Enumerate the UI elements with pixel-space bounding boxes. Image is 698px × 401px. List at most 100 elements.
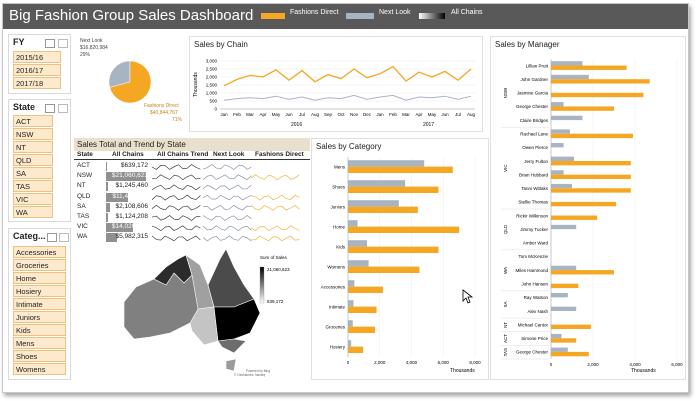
category-bar[interactable] xyxy=(348,186,439,193)
pie-slice-next-look[interactable] xyxy=(108,60,131,88)
state-item-nsw[interactable]: NSW xyxy=(13,128,53,140)
category-item-womens[interactable]: Womens xyxy=(13,363,66,375)
manager-group-label: NT xyxy=(503,322,508,328)
category-bar[interactable] xyxy=(348,280,355,287)
category-bar[interactable] xyxy=(348,260,369,267)
category-bar[interactable] xyxy=(348,306,377,313)
chain-ylabel: Thousands xyxy=(193,72,199,97)
manager-category-label: Ray Watson xyxy=(524,295,549,300)
manager-bar[interactable] xyxy=(551,270,614,275)
chain-xtick: Jan xyxy=(220,112,228,117)
manager-bar[interactable] xyxy=(551,265,577,271)
sales-by-chain-panel: Sales by Chain Thousands 0 500 1,000 1,500 2… xyxy=(189,36,483,132)
manager-bar[interactable] xyxy=(551,338,577,343)
chain-series-line[interactable] xyxy=(223,65,472,87)
category-bar[interactable] xyxy=(348,300,354,307)
category-bar[interactable] xyxy=(348,166,453,173)
category-bar[interactable] xyxy=(348,266,420,273)
multi-select-icon[interactable] xyxy=(47,233,57,242)
manager-bar[interactable] xyxy=(551,133,633,139)
manager-bar[interactable] xyxy=(551,161,631,166)
manager-bar[interactable] xyxy=(551,183,572,189)
category-item-accessories[interactable]: Accessories xyxy=(13,246,66,258)
category-bar[interactable] xyxy=(348,200,399,207)
pie-slice-fashions-direct[interactable] xyxy=(109,60,152,104)
category-item-home[interactable]: Home xyxy=(13,272,66,284)
manager-bar[interactable] xyxy=(551,215,598,220)
manager-bar[interactable] xyxy=(551,347,568,352)
map-vic[interactable] xyxy=(217,338,247,354)
fy-item-2017-18[interactable]: 2017/18 xyxy=(13,77,61,89)
category-item-intimate[interactable]: Intimate xyxy=(13,298,66,310)
state-item-tas[interactable]: TAS xyxy=(13,180,53,192)
manager-bar[interactable] xyxy=(551,115,583,121)
category-xlabel: Thousands xyxy=(450,368,475,374)
multi-select-icon[interactable] xyxy=(45,39,55,48)
manager-bar[interactable] xyxy=(551,129,570,134)
chain-xtick: Jun xyxy=(285,112,293,117)
map-nt[interactable] xyxy=(153,254,193,286)
multi-select-icon[interactable] xyxy=(45,104,55,113)
manager-bar[interactable] xyxy=(551,333,562,339)
state-row-value: $14,020,581 xyxy=(111,223,148,231)
manager-bar[interactable] xyxy=(551,74,589,80)
chain-series-line[interactable] xyxy=(223,94,472,101)
manager-bar[interactable] xyxy=(551,143,564,148)
manager-bar[interactable] xyxy=(551,201,617,207)
manager-bar[interactable] xyxy=(551,156,575,161)
manager-bar[interactable] xyxy=(551,79,650,84)
category-bar[interactable] xyxy=(348,226,460,233)
state-row-value: $1,245,460 xyxy=(115,182,148,190)
state-item-nt[interactable]: NT xyxy=(13,141,53,153)
fy-item-2016-17[interactable]: 2016/17 xyxy=(13,64,61,76)
manager-bar[interactable] xyxy=(551,188,631,193)
category-bar[interactable] xyxy=(348,340,352,347)
clear-filter-icon[interactable] xyxy=(58,39,68,48)
state-row-label: WA xyxy=(77,233,88,241)
manager-bar[interactable] xyxy=(551,170,564,175)
category-bar[interactable] xyxy=(348,320,353,327)
category-item-mens[interactable]: Mens xyxy=(13,337,66,349)
manager-bar[interactable] xyxy=(551,65,627,70)
manager-bar[interactable] xyxy=(551,306,577,311)
legend-swatch-fashions-direct xyxy=(261,13,285,19)
category-bar[interactable] xyxy=(348,206,418,213)
state-sparkline xyxy=(250,235,300,242)
state-item-wa[interactable]: WA xyxy=(13,206,53,218)
category-bar[interactable] xyxy=(348,326,375,333)
category-item-groceries[interactable]: Groceries xyxy=(13,259,66,271)
category-item-kids[interactable]: Kids xyxy=(13,324,66,336)
category-item-hosiery[interactable]: Hosiery xyxy=(13,285,66,297)
manager-bar[interactable] xyxy=(551,224,577,230)
category-bar[interactable] xyxy=(348,286,383,293)
state-item-qld[interactable]: QLD xyxy=(13,154,53,166)
manager-bar[interactable] xyxy=(551,61,583,66)
manager-bar[interactable] xyxy=(551,351,589,357)
category-item-shoes[interactable]: Shoes xyxy=(13,350,66,362)
manager-bar[interactable] xyxy=(551,106,614,111)
fy-item-2015-16[interactable]: 2015/16 xyxy=(13,51,61,63)
category-item-juniors[interactable]: Juniors xyxy=(13,311,66,323)
manager-bar[interactable] xyxy=(551,92,644,98)
map-qld[interactable] xyxy=(207,248,255,308)
manager-bar[interactable] xyxy=(551,102,564,107)
map-tas[interactable] xyxy=(225,358,237,372)
clear-filter-icon[interactable] xyxy=(59,233,69,242)
manager-bar[interactable] xyxy=(551,283,579,289)
state-item-sa[interactable]: SA xyxy=(13,167,53,179)
manager-bar[interactable] xyxy=(551,174,631,179)
manager-category-label: Jasmine Garcia xyxy=(517,91,549,96)
category-bar[interactable] xyxy=(348,246,439,253)
category-bar[interactable] xyxy=(348,220,358,227)
manager-bar[interactable] xyxy=(551,324,591,329)
clear-filter-icon[interactable] xyxy=(58,104,68,113)
category-bar[interactable] xyxy=(348,346,364,353)
state-item-vic[interactable]: VIC xyxy=(13,193,53,205)
category-bar[interactable] xyxy=(348,160,425,167)
manager-category-label: Amber Ward xyxy=(523,241,549,246)
category-bar[interactable] xyxy=(348,180,406,187)
state-item-act[interactable]: ACT xyxy=(13,115,53,127)
sparklines xyxy=(151,164,300,242)
manager-bar[interactable] xyxy=(551,293,568,298)
category-bar[interactable] xyxy=(348,240,368,247)
